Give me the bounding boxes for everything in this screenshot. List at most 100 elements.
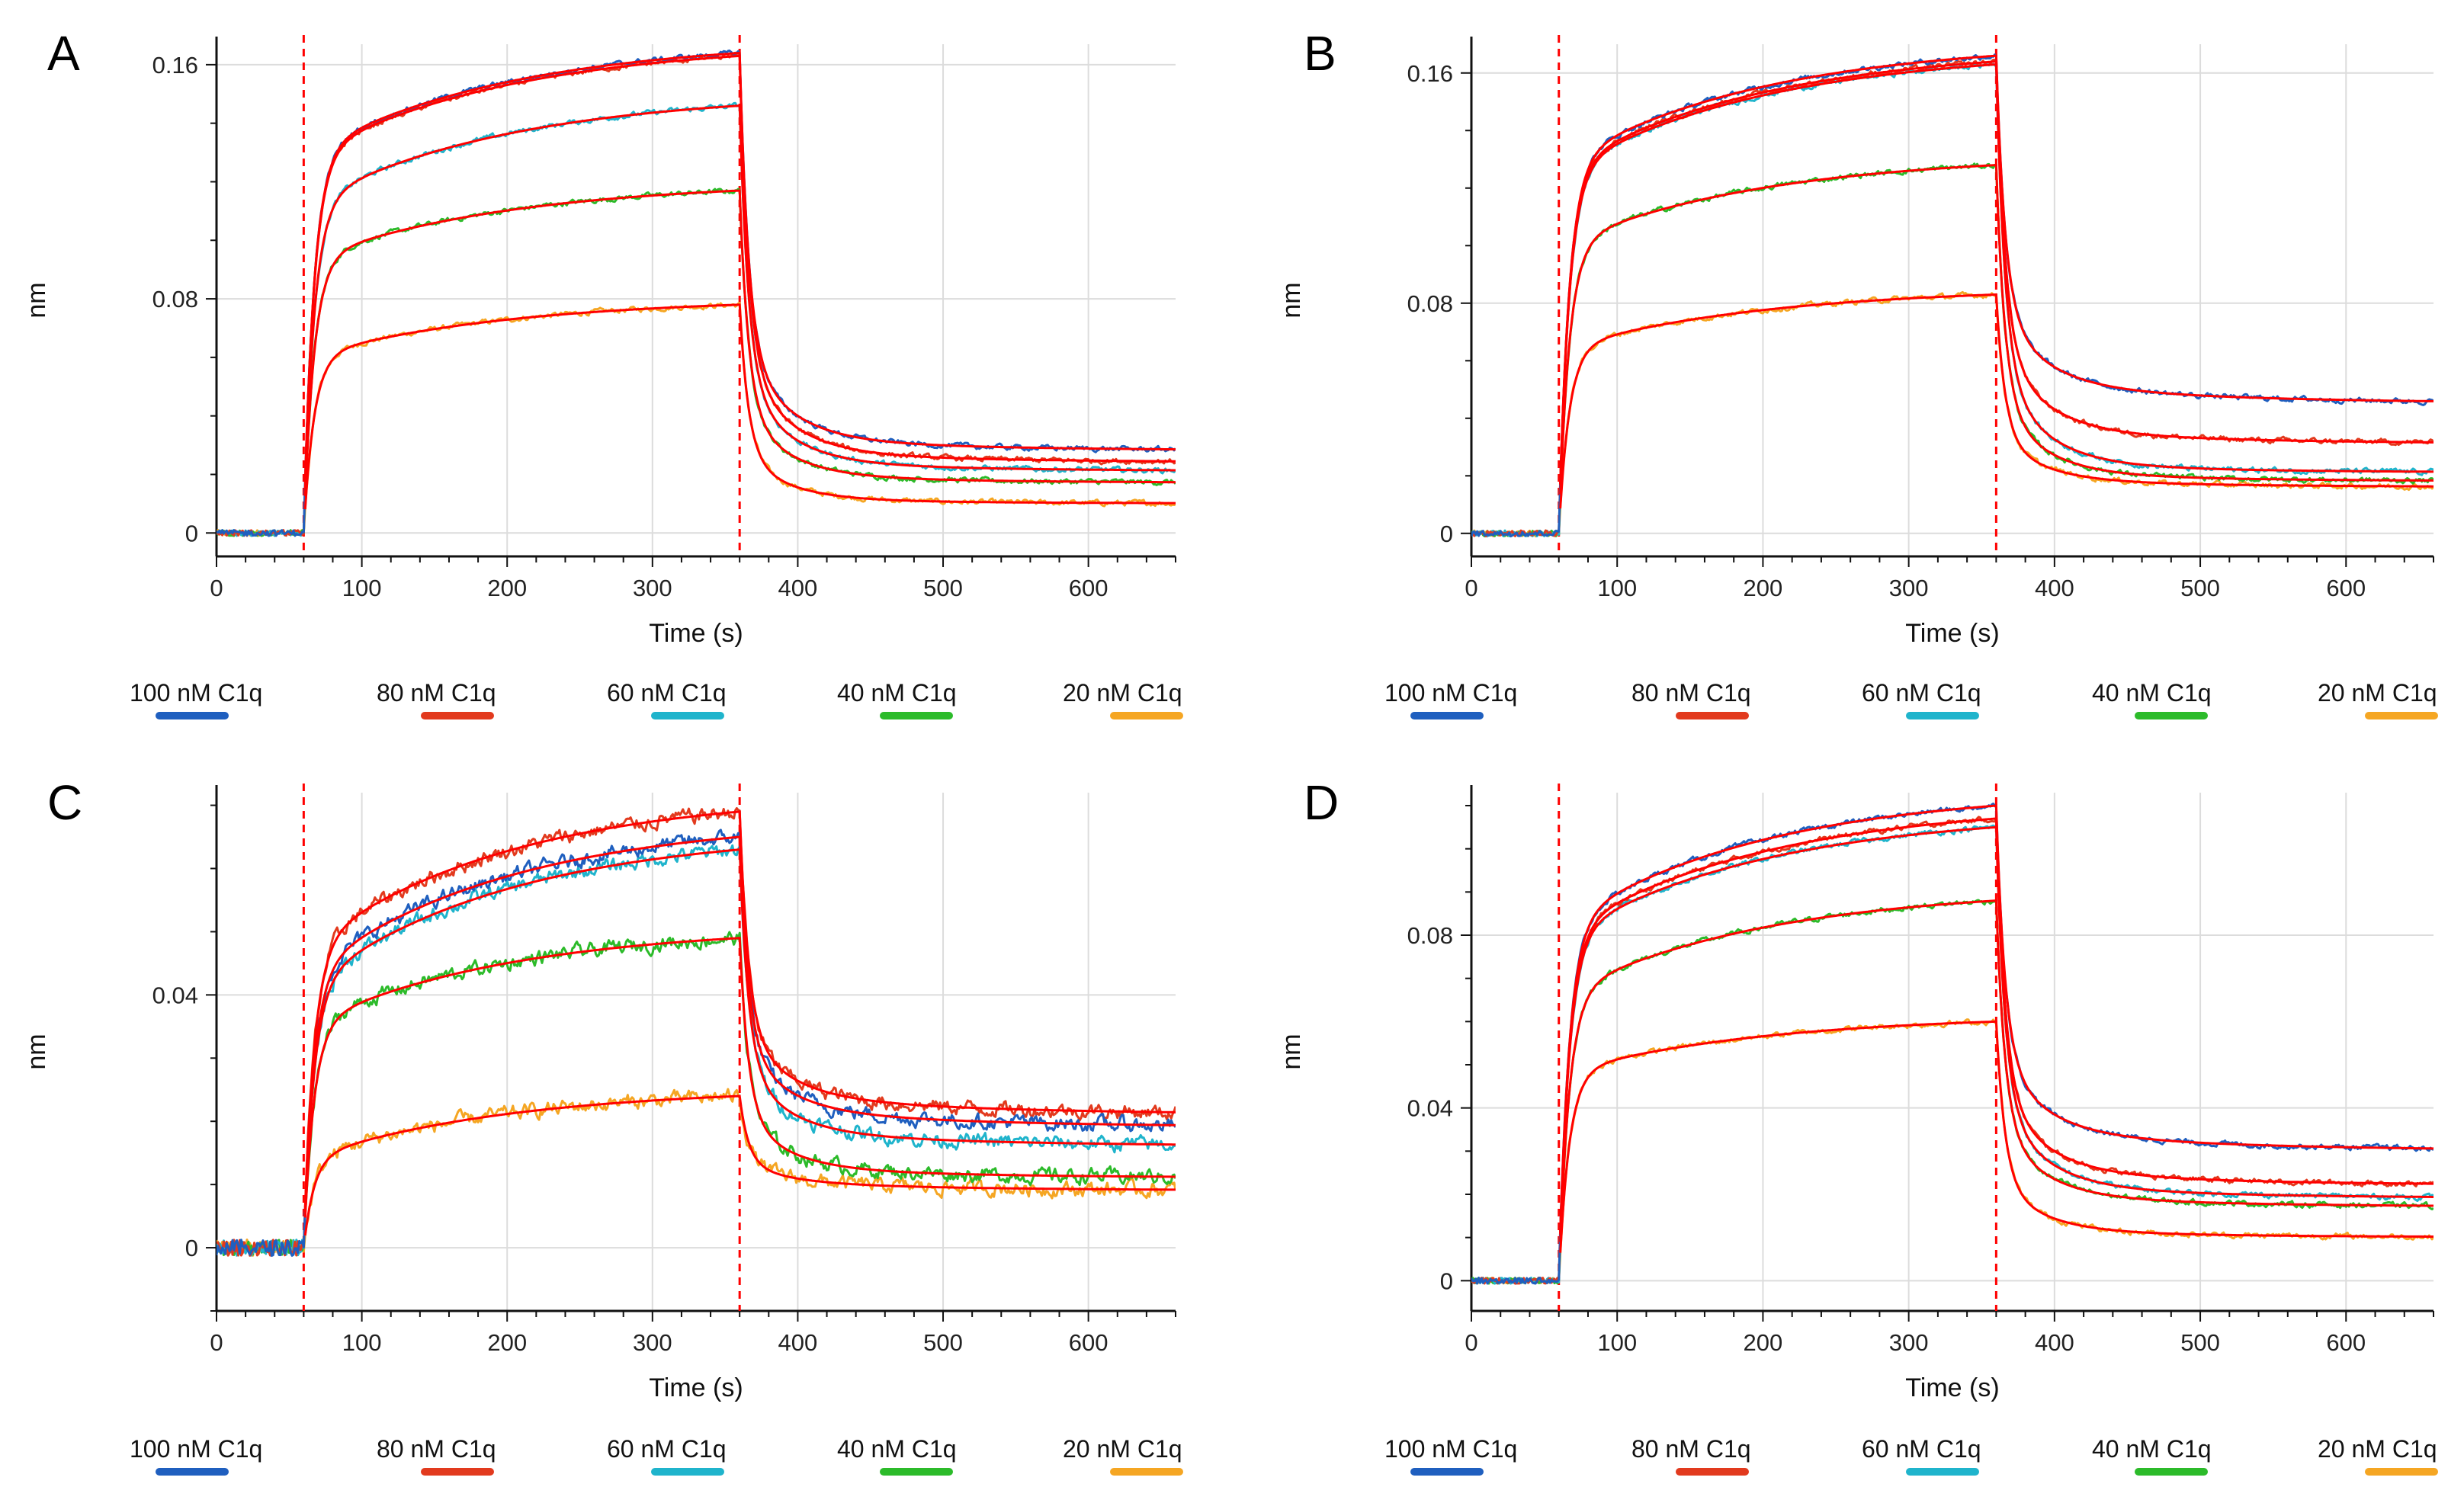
legend-swatch <box>1676 712 1749 719</box>
legend-swatch <box>421 712 494 719</box>
legend-label: 40 nM C1q <box>2092 679 2212 707</box>
fit-curve-60-nm-c1q <box>1559 825 2434 1235</box>
fit-curve-20-nm-c1q <box>303 303 1176 510</box>
legend-swatch <box>156 1468 229 1476</box>
legend-item: 80 nM C1q <box>1631 1435 1751 1476</box>
y-tick-label: 0.16 <box>152 52 198 79</box>
legend-item: 80 nM C1q <box>1631 679 1751 719</box>
legend-swatch <box>1110 1468 1183 1476</box>
legend-label: 60 nM C1q <box>1862 1435 1981 1463</box>
y-tick-label: 0.08 <box>152 286 198 312</box>
measured-curve-40-nm-c1q <box>217 931 1176 1257</box>
legend-item: 60 nM C1q <box>607 1435 727 1476</box>
legend-label: 20 nM C1q <box>2318 679 2437 707</box>
plot-area <box>1471 53 2434 538</box>
panel-letter: D <box>1304 775 1339 830</box>
panel-B: B 0 100 200 300 400 500 600 0 0.08 0.16 Time (s) nm 1… <box>1277 26 2438 719</box>
fit-curve-80-nm-c1q <box>303 810 1176 1207</box>
legend-item: 100 nM C1q <box>130 1435 262 1476</box>
x-tick-label: 200 <box>487 1329 527 1356</box>
legend-label: 80 nM C1q <box>377 1435 496 1463</box>
legend-label: 60 nM C1q <box>607 1435 727 1463</box>
measured-curve-60-nm-c1q <box>217 844 1176 1257</box>
panel-letter: C <box>47 775 82 830</box>
x-tick-label: 600 <box>1069 1329 1108 1356</box>
fit-curve-40-nm-c1q <box>303 189 1176 497</box>
x-tick-label: 100 <box>1597 1329 1637 1356</box>
legend-item: 20 nM C1q <box>2318 679 2438 719</box>
legend-swatch <box>1676 1468 1749 1476</box>
legend-label: 80 nM C1q <box>377 679 496 707</box>
x-tick-label: 200 <box>487 575 527 601</box>
legend-label: 20 nM C1q <box>1063 1435 1182 1463</box>
legend-item: 60 nM C1q <box>1862 679 1981 719</box>
y-axis-title: nm <box>22 282 51 318</box>
legend-item: 40 nM C1q <box>2092 679 2212 719</box>
plot-area <box>1471 803 2434 1285</box>
legend-swatch <box>2135 712 2208 719</box>
fit-curve-80-nm-c1q <box>303 54 1176 482</box>
legend-swatch <box>651 1468 724 1476</box>
fit-curve-60-nm-c1q <box>1559 62 2434 485</box>
legend-swatch <box>880 1468 953 1476</box>
fit-curve-40-nm-c1q <box>1559 164 2434 495</box>
y-axis-title: nm <box>1277 1034 1306 1069</box>
legend-swatch <box>1410 1468 1484 1476</box>
y-tick-label: 0 <box>1440 521 1453 547</box>
fit-curve-60-nm-c1q <box>303 104 1176 489</box>
legend-item: 40 nM C1q <box>837 679 957 719</box>
y-tick-label: 0 <box>1440 1267 1453 1294</box>
fit-curve-40-nm-c1q <box>1559 899 2434 1242</box>
panel-letter: A <box>47 26 80 81</box>
legend-label: 80 nM C1q <box>1631 1435 1751 1463</box>
x-tick-label: 100 <box>342 575 382 601</box>
x-axis-title: Time (s) <box>1905 619 1999 648</box>
legend-item: 100 nM C1q <box>1384 1435 1517 1476</box>
y-tick-label: 0.04 <box>1407 1095 1453 1122</box>
x-tick-label: 100 <box>1597 575 1637 601</box>
x-tick-label: 500 <box>923 1329 963 1356</box>
fit-curve-60-nm-c1q <box>303 848 1176 1213</box>
legend-label: 100 nM C1q <box>1384 1435 1517 1463</box>
panel-C: C 0 100 200 300 400 500 600 0 0.04 Time (s) nm 100 n… <box>22 775 1183 1476</box>
legend-item: 40 nM C1q <box>2092 1435 2212 1476</box>
legend-swatch <box>156 712 229 719</box>
x-tick-label: 300 <box>1889 575 1929 601</box>
x-tick-label: 500 <box>2180 1329 2220 1356</box>
legend: 100 nM C1q 80 nM C1q 60 nM C1q 40 nM C1q 20 … <box>1384 1435 2438 1476</box>
x-tick-label: 600 <box>2326 1329 2366 1356</box>
x-tick-label: 500 <box>923 575 963 601</box>
legend-item: 60 nM C1q <box>1862 1435 1981 1476</box>
legend-label: 100 nM C1q <box>130 1435 262 1463</box>
legend-swatch <box>2365 1468 2438 1476</box>
x-tick-label: 300 <box>1889 1329 1929 1356</box>
panel-A: A 0 100 200 300 400 500 600 0 0.08 0.16 Time (s) nm 1… <box>22 26 1183 719</box>
legend-swatch <box>880 712 953 719</box>
legend-swatch <box>651 712 724 719</box>
x-tick-label: 300 <box>633 575 672 601</box>
fit-curve-40-nm-c1q <box>303 937 1176 1218</box>
legend: 100 nM C1q 80 nM C1q 60 nM C1q 40 nM C1q 20 … <box>1384 679 2438 719</box>
legend-label: 80 nM C1q <box>1631 679 1751 707</box>
legend-swatch <box>1410 712 1484 719</box>
legend-label: 60 nM C1q <box>1862 679 1981 707</box>
legend-item: 20 nM C1q <box>1063 679 1183 719</box>
legend-swatch <box>421 1468 494 1476</box>
legend-swatch <box>1906 1468 1979 1476</box>
x-tick-label: 0 <box>210 1329 223 1356</box>
legend-item: 80 nM C1q <box>377 1435 496 1476</box>
legend-label: 100 nM C1q <box>130 679 262 707</box>
x-tick-label: 400 <box>778 575 818 601</box>
legend-label: 40 nM C1q <box>2092 1435 2212 1463</box>
legend-item: 80 nM C1q <box>377 679 496 719</box>
legend-label: 100 nM C1q <box>1384 679 1517 707</box>
legend-label: 20 nM C1q <box>1063 679 1182 707</box>
y-axis-title: nm <box>1277 282 1306 318</box>
legend-swatch <box>1906 712 1979 719</box>
fit-curve-20-nm-c1q <box>1559 1020 2434 1253</box>
x-tick-label: 400 <box>2035 575 2074 601</box>
legend-label: 60 nM C1q <box>607 679 727 707</box>
x-tick-label: 600 <box>2326 575 2366 601</box>
legend-label: 20 nM C1q <box>2318 1435 2437 1463</box>
x-axis-title: Time (s) <box>649 1373 743 1402</box>
